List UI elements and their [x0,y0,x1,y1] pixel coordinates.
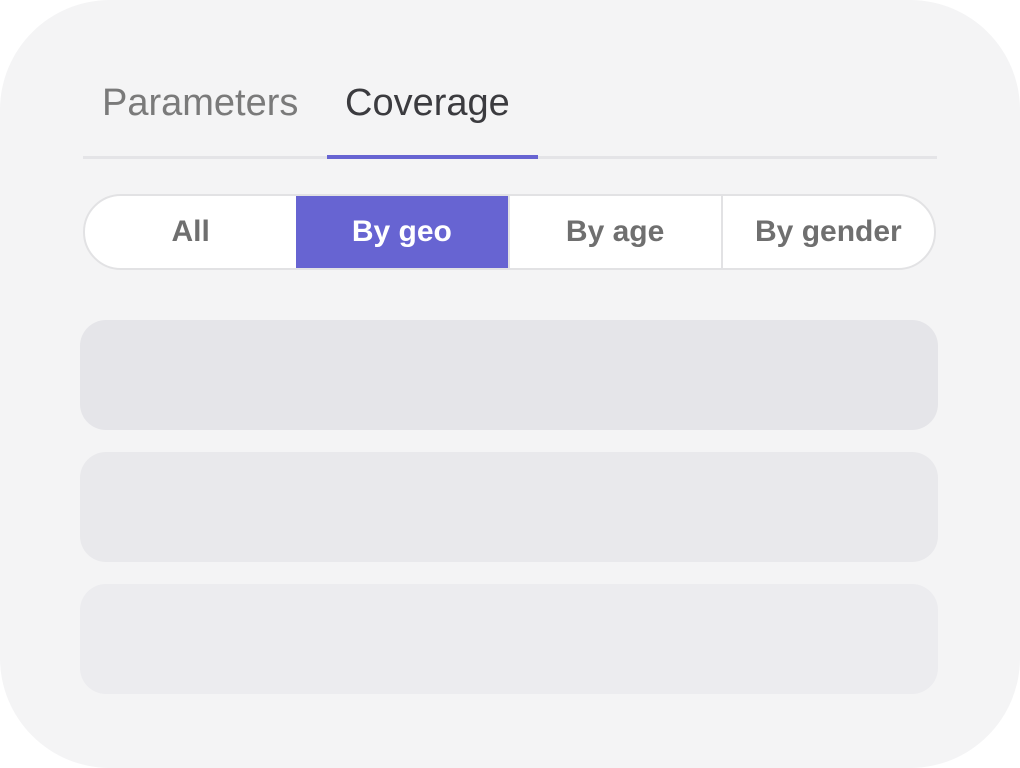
segment-all[interactable]: All [171,215,210,248]
tab-parameters[interactable]: Parameters [102,82,299,124]
segment-by-age[interactable]: By age [507,196,721,268]
tab-coverage[interactable]: Coverage [327,80,538,159]
tab-bar: Parameters Coverage [83,80,937,159]
skeleton-row [80,452,938,562]
segment-by-gender[interactable]: By gender [720,196,934,268]
segmented-control: All By geo By age By gender [83,194,936,270]
skeleton-row [80,584,938,694]
skeleton-row [80,320,938,430]
segment-by-geo[interactable]: By geo [296,196,508,268]
